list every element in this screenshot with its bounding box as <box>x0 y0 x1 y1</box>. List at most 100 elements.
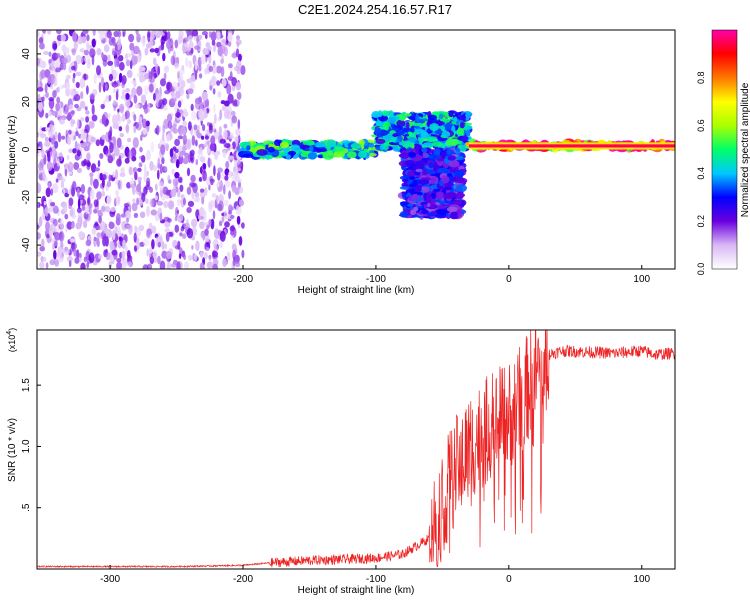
noise-blob <box>177 217 182 222</box>
noise-blob <box>55 30 62 35</box>
noise-blob <box>100 103 105 110</box>
noise-blob <box>208 124 214 134</box>
signal-blob <box>374 127 382 134</box>
noise-blob <box>184 261 190 269</box>
noise-blob <box>210 76 217 87</box>
noise-blob <box>212 263 218 269</box>
noise-blob <box>61 135 66 140</box>
noise-blob <box>139 74 145 83</box>
noise-blob <box>105 251 111 261</box>
noise-blob <box>52 183 59 194</box>
signal-blob <box>408 183 416 187</box>
noise-blob <box>74 103 79 109</box>
noise-blob <box>223 123 228 129</box>
signal-blob <box>392 133 398 138</box>
noise-blob <box>208 46 212 51</box>
noise-blob <box>86 262 90 269</box>
noise-blob <box>125 110 130 120</box>
noise-blob <box>216 31 221 41</box>
noise-blob <box>37 132 40 138</box>
noise-blob <box>81 205 86 211</box>
noise-blob <box>231 77 238 87</box>
signal-blob <box>442 118 451 123</box>
noise-blob <box>189 150 192 157</box>
noise-blob <box>101 190 106 197</box>
noise-blob <box>195 240 200 252</box>
noise-blob <box>202 163 207 170</box>
noise-blob <box>178 253 182 259</box>
noise-blob <box>166 81 171 91</box>
noise-blob <box>109 142 114 154</box>
noise-blob <box>233 65 240 72</box>
noise-blob <box>208 65 213 72</box>
noise-blob <box>115 195 121 206</box>
noise-blob <box>40 133 47 138</box>
signal-blob <box>427 114 437 120</box>
signal-blob <box>422 169 428 176</box>
noise-blob <box>191 226 197 236</box>
noise-blob <box>191 191 195 200</box>
noise-blob <box>183 222 190 230</box>
noise-blob <box>114 44 118 52</box>
noise-blob <box>42 168 45 178</box>
noise-blob <box>186 46 191 52</box>
noise-blob <box>38 101 43 112</box>
noise-blob <box>191 30 199 37</box>
noise-blob <box>116 137 122 149</box>
signal-blob <box>307 152 318 160</box>
noise-blob <box>79 100 86 109</box>
noise-blob <box>199 251 204 258</box>
noise-blob <box>102 59 108 67</box>
noise-blob <box>161 250 168 259</box>
noise-blob <box>65 82 71 90</box>
signal-blob <box>449 213 458 220</box>
noise-blob <box>83 145 90 152</box>
noise-blob <box>37 152 40 157</box>
noise-blob <box>75 71 82 77</box>
noise-blob <box>146 228 153 235</box>
noise-blob <box>142 118 147 129</box>
noise-blob <box>164 166 168 172</box>
noise-blob <box>62 188 66 195</box>
signal-blob <box>437 167 449 173</box>
noise-blob <box>86 152 91 161</box>
signal-blob <box>388 110 394 118</box>
y-tick-label: 40 <box>21 48 32 60</box>
noise-blob <box>207 147 210 154</box>
noise-blob <box>177 240 181 250</box>
noise-blob <box>197 124 200 130</box>
noise-blob <box>146 248 149 257</box>
signal-blob <box>347 151 357 159</box>
noise-blob <box>236 215 241 225</box>
signal-blob <box>375 120 383 127</box>
signal-blob <box>383 144 389 151</box>
noise-blob <box>174 216 178 222</box>
noise-blob <box>231 243 237 251</box>
noise-blob <box>224 175 229 181</box>
noise-blob <box>175 159 180 169</box>
signal-blob <box>423 192 428 201</box>
noise-blob <box>52 43 58 50</box>
noise-blob <box>209 143 215 152</box>
noise-blob <box>164 243 168 250</box>
noise-blob <box>83 49 89 56</box>
noise-blob <box>237 53 242 62</box>
noise-blob <box>189 181 196 188</box>
noise-blob <box>139 211 146 219</box>
noise-blob <box>114 57 118 68</box>
noise-blob <box>235 48 240 58</box>
noise-blob <box>91 38 96 48</box>
noise-blob <box>102 236 107 247</box>
x-tick-label: -300 <box>100 274 120 285</box>
noise-blob <box>174 148 179 153</box>
noise-blob <box>122 261 129 267</box>
noise-blob <box>219 109 223 120</box>
noise-blob <box>228 170 232 179</box>
noise-blob <box>223 129 228 140</box>
signal-blob <box>411 193 420 201</box>
noise-blob <box>217 150 221 156</box>
noise-blob <box>106 180 112 188</box>
noise-blob <box>48 96 55 102</box>
noise-blob <box>191 245 194 250</box>
signal-blob <box>251 140 257 146</box>
